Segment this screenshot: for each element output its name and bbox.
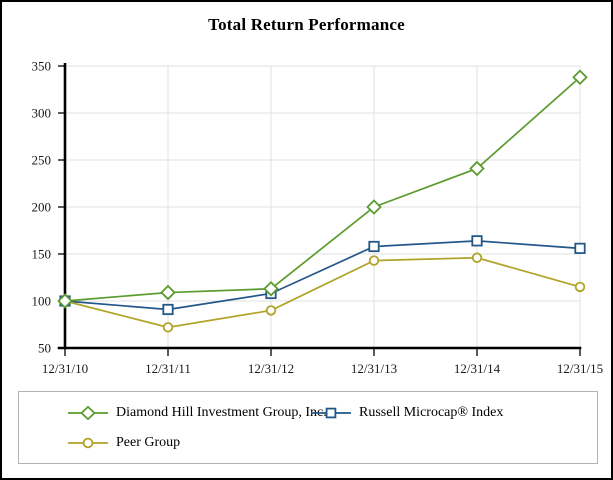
data-point-circle bbox=[265, 305, 277, 316]
square-marker-icon bbox=[311, 407, 351, 419]
data-point-square bbox=[471, 235, 483, 247]
diamond-marker-icon bbox=[68, 406, 108, 420]
x-tick-label: 12/31/13 bbox=[351, 361, 397, 376]
data-point-circle bbox=[368, 255, 380, 266]
data-point-diamond bbox=[160, 284, 176, 301]
y-tick-label: 300 bbox=[32, 106, 52, 121]
legend-label-diamond-hill: Diamond Hill Investment Group, Inc. bbox=[116, 405, 327, 420]
chart-title: Total Return Performance bbox=[208, 15, 405, 34]
y-tick-label: 200 bbox=[32, 200, 52, 215]
data-point-diamond bbox=[366, 199, 382, 215]
x-tick-label: 12/31/12 bbox=[248, 361, 294, 376]
legend-label-russell-microcap: Russell Microcap® Index bbox=[359, 405, 504, 420]
y-tick-label: 250 bbox=[32, 153, 52, 168]
series-line-circle bbox=[64, 256, 581, 329]
x-tick-label: 12/31/10 bbox=[42, 361, 88, 376]
data-point-square bbox=[368, 240, 380, 253]
data-point-diamond bbox=[57, 293, 73, 309]
series-line-diamond bbox=[64, 76, 581, 302]
data-point-square bbox=[162, 303, 174, 316]
data-point-circle bbox=[471, 252, 483, 263]
legend-item-peer-group: Peer Group bbox=[68, 435, 180, 451]
y-tick-label: 50 bbox=[38, 341, 51, 356]
x-tick-label: 12/31/11 bbox=[145, 361, 191, 376]
data-point-circle bbox=[162, 322, 174, 333]
series-line-square bbox=[64, 239, 581, 311]
x-tick-label: 12/31/14 bbox=[454, 361, 501, 376]
data-point-diamond bbox=[263, 281, 279, 297]
legend-label-peer-group: Peer Group bbox=[116, 435, 181, 450]
y-tick-label: 100 bbox=[32, 294, 52, 309]
legend-item-diamond-hill: Diamond Hill Investment Group, Inc. bbox=[68, 405, 327, 421]
chart-legend: Diamond Hill Investment Group, Inc. Russ… bbox=[18, 391, 598, 464]
x-tick-label: 12/31/15 bbox=[557, 361, 603, 376]
data-point-diamond bbox=[469, 160, 485, 177]
legend-item-russell-microcap: Russell Microcap® Index bbox=[311, 405, 503, 421]
data-point-circle bbox=[574, 281, 586, 293]
circle-marker-icon bbox=[68, 437, 108, 449]
data-point-square bbox=[574, 242, 586, 254]
y-tick-label: 350 bbox=[32, 59, 52, 74]
y-tick-label: 150 bbox=[32, 247, 52, 262]
data-point-diamond bbox=[572, 69, 588, 86]
